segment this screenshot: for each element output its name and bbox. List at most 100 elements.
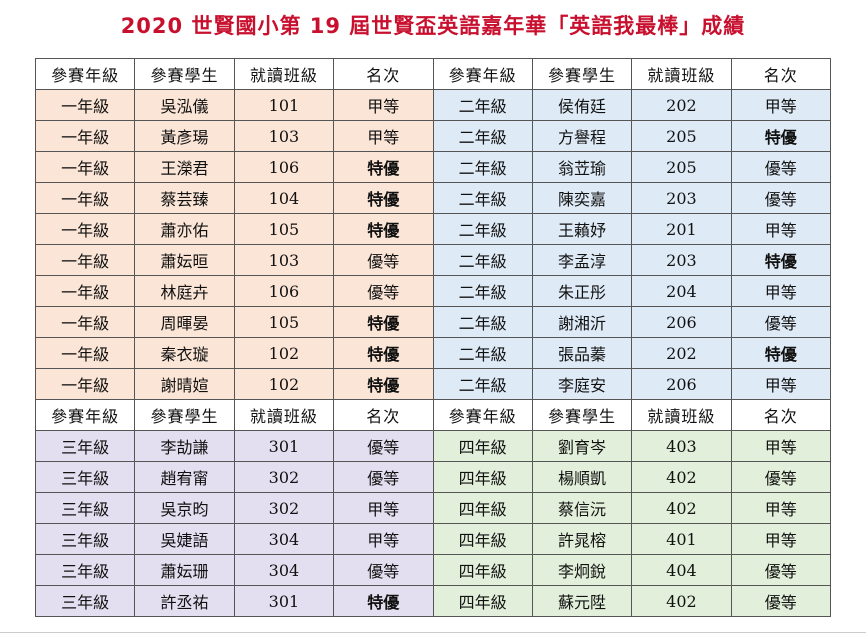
- rank-cell: 優等: [333, 461, 434, 493]
- class-cell: 403: [631, 430, 732, 462]
- class-cell: 103: [233, 120, 335, 152]
- rank-cell: 特優: [333, 306, 434, 338]
- student-name-cell: 蔡芸臻: [134, 182, 235, 214]
- rank-cell: 甲等: [730, 523, 832, 555]
- class-cell: 301: [233, 430, 335, 462]
- student-name-cell: 蔡信沅: [531, 492, 633, 524]
- table-row: 一年級 周暉晏 105 特優 二年級 謝湘沂 206 優等: [34, 306, 832, 338]
- class-cell: 302: [233, 492, 335, 524]
- grade-cell: 一年級: [34, 213, 136, 245]
- student-name-cell: 吳京昀: [134, 492, 235, 524]
- class-cell: 102: [233, 368, 335, 400]
- header-class: 就讀班級: [233, 399, 335, 431]
- grade-cell: 二年級: [432, 151, 533, 183]
- student-name-cell: 趙宥甯: [134, 461, 235, 493]
- grade-cell: 二年級: [432, 213, 533, 245]
- header-student: 參賽學生: [134, 399, 235, 431]
- rank-cell: 特優: [333, 151, 434, 183]
- class-cell: 206: [631, 368, 732, 400]
- rank-cell: 特優: [730, 337, 832, 369]
- student-name-cell: 李劼謙: [134, 430, 235, 462]
- header-grade: 參賽年級: [34, 399, 136, 431]
- rank-cell: 甲等: [730, 275, 832, 307]
- header-grade: 參賽年級: [432, 58, 533, 90]
- student-name-cell: 李庭安: [531, 368, 633, 400]
- student-name-cell: 周暉晏: [134, 306, 235, 338]
- grade-cell: 三年級: [34, 554, 136, 586]
- header-class: 就讀班級: [233, 58, 335, 90]
- grade-cell: 二年級: [432, 275, 533, 307]
- student-name-cell: 李炯銳: [531, 554, 633, 586]
- header-student: 參賽學生: [134, 58, 235, 90]
- grade-cell: 四年級: [432, 430, 533, 462]
- table-row: 一年級 黃彥瑒 103 甲等 二年級 方譽程 205 特優: [34, 120, 832, 152]
- rank-cell: 甲等: [333, 89, 434, 121]
- student-name-cell: 秦衣璇: [134, 337, 235, 369]
- student-name-cell: 許晁榕: [531, 523, 633, 555]
- table-row: 一年級 秦衣璇 102 特優 二年級 張品蓁 202 特優: [34, 337, 832, 369]
- class-cell: 104: [233, 182, 335, 214]
- class-cell: 205: [631, 120, 732, 152]
- table-row: 三年級 吳婕語 304 甲等 四年級 許晁榕 401 甲等: [34, 523, 832, 555]
- class-cell: 105: [233, 306, 335, 338]
- student-name-cell: 吳泓儀: [134, 89, 235, 121]
- student-name-cell: 王濚君: [134, 151, 235, 183]
- grade-cell: 一年級: [34, 89, 136, 121]
- grade-cell: 一年級: [34, 306, 136, 338]
- grade-cell: 一年級: [34, 337, 136, 369]
- student-name-cell: 林庭卉: [134, 275, 235, 307]
- grade-cell: 一年級: [34, 151, 136, 183]
- class-cell: 304: [233, 554, 335, 586]
- class-cell: 401: [631, 523, 732, 555]
- grade-cell: 一年級: [34, 368, 136, 400]
- class-cell: 402: [631, 492, 732, 524]
- grade-cell: 四年級: [432, 492, 533, 524]
- bottom-divider: [0, 632, 866, 633]
- class-cell: 402: [631, 461, 732, 493]
- student-name-cell: 謝晴媗: [134, 368, 235, 400]
- grade-cell: 二年級: [432, 306, 533, 338]
- rank-cell: 優等: [333, 554, 434, 586]
- grade-cell: 三年級: [34, 492, 136, 524]
- rank-cell: 特優: [730, 120, 832, 152]
- class-cell: 105: [233, 213, 335, 245]
- table-row: 一年級 吳泓儀 101 甲等 二年級 侯侑廷 202 甲等: [34, 89, 832, 121]
- rank-cell: 優等: [333, 244, 434, 276]
- table-row: 三年級 李劼謙 301 優等 四年級 劉育岑 403 甲等: [34, 430, 832, 462]
- grade-cell: 一年級: [34, 120, 136, 152]
- header-rank: 名次: [730, 399, 832, 431]
- rank-cell: 甲等: [730, 430, 832, 462]
- grade-cell: 一年級: [34, 275, 136, 307]
- student-name-cell: 劉育岑: [531, 430, 633, 462]
- student-name-cell: 許丞祐: [134, 585, 235, 617]
- header-row: 參賽年級 參賽學生 就讀班級 名次 參賽年級 參賽學生 就讀班級 名次: [34, 58, 832, 90]
- grade-cell: 四年級: [432, 554, 533, 586]
- class-cell: 106: [233, 275, 335, 307]
- table-row: 三年級 吳京昀 302 甲等 四年級 蔡信沅 402 甲等: [34, 492, 832, 524]
- class-cell: 102: [233, 337, 335, 369]
- grade-cell: 四年級: [432, 461, 533, 493]
- grade-cell: 三年級: [34, 461, 136, 493]
- student-name-cell: 翁苙瑜: [531, 151, 633, 183]
- student-name-cell: 朱正彤: [531, 275, 633, 307]
- grade-cell: 一年級: [34, 182, 136, 214]
- class-cell: 206: [631, 306, 732, 338]
- class-cell: 202: [631, 337, 732, 369]
- rank-cell: 優等: [730, 461, 832, 493]
- table-row: 三年級 許丞祐 301 特優 四年級 蘇元陞 402 優等: [34, 585, 832, 617]
- rank-cell: 甲等: [730, 492, 832, 524]
- header-rank: 名次: [730, 58, 832, 90]
- class-cell: 205: [631, 151, 732, 183]
- rank-cell: 甲等: [333, 120, 434, 152]
- rank-cell: 優等: [730, 182, 832, 214]
- grade-cell: 一年級: [34, 244, 136, 276]
- grade-cell: 二年級: [432, 182, 533, 214]
- class-cell: 201: [631, 213, 732, 245]
- rank-cell: 優等: [730, 554, 832, 586]
- class-cell: 202: [631, 89, 732, 121]
- page-title: 2020 世賢國小第 19 屆世賢盃英語嘉年華「英語我最棒」成績: [120, 14, 746, 38]
- grade-cell: 二年級: [432, 244, 533, 276]
- class-cell: 203: [631, 182, 732, 214]
- grade-cell: 二年級: [432, 120, 533, 152]
- rank-cell: 特優: [333, 585, 434, 617]
